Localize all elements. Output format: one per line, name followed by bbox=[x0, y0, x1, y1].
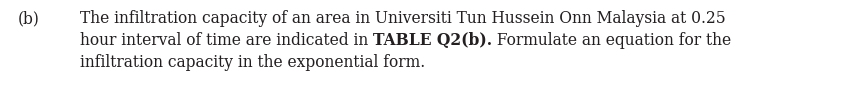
Text: TABLE Q2(b).: TABLE Q2(b). bbox=[373, 32, 492, 49]
Text: Formulate an equation for the: Formulate an equation for the bbox=[492, 32, 731, 49]
Text: The infiltration capacity of an area in Universiti Tun Hussein Onn Malaysia at 0: The infiltration capacity of an area in … bbox=[80, 10, 726, 27]
Text: hour interval of time are indicated in: hour interval of time are indicated in bbox=[80, 32, 373, 49]
Text: (b): (b) bbox=[18, 10, 40, 27]
Text: infiltration capacity in the exponential form.: infiltration capacity in the exponential… bbox=[80, 54, 425, 71]
